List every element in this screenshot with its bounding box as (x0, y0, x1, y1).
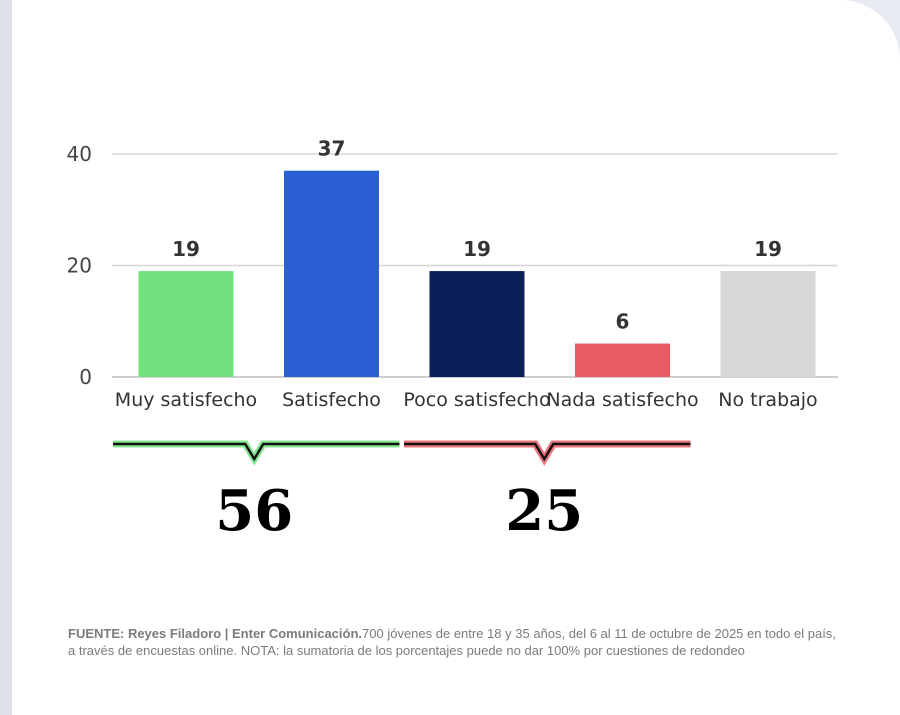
bar-value-label: 19 (754, 237, 782, 261)
bar-value-label: 6 (616, 310, 630, 334)
group-brace (113, 442, 400, 462)
bar-value-label: 37 (318, 137, 346, 161)
y-tick-label: 20 (67, 254, 92, 278)
y-tick-label: 0 (79, 365, 92, 389)
group-brace-highlight (404, 440, 691, 466)
category-label: Nada satisfecho (546, 389, 698, 411)
bar-value-label: 19 (463, 237, 491, 261)
y-tick-label: 40 (67, 142, 92, 166)
source-description: 700 jóvenes de entre 18 y 35 años, del 6… (68, 626, 836, 658)
bar (138, 271, 234, 377)
bar (429, 271, 525, 377)
bar (284, 170, 379, 377)
source-note: FUENTE: Reyes Filadoro | Enter Comunicac… (68, 625, 838, 659)
category-label: Poco satisfecho (403, 389, 550, 411)
category-label: Muy satisfecho (115, 389, 257, 411)
category-label: Satisfecho (282, 389, 381, 411)
bar-value-label: 19 (172, 237, 200, 261)
bar (575, 343, 670, 377)
source-credit: FUENTE: Reyes Filadoro | Enter Comunicac… (68, 626, 363, 641)
group-brace (404, 442, 691, 462)
group-total-label: 25 (505, 478, 583, 544)
group-total-label: 56 (215, 478, 293, 544)
background-strip (0, 0, 12, 715)
bar (720, 271, 816, 377)
category-label: No trabajo (718, 389, 817, 411)
